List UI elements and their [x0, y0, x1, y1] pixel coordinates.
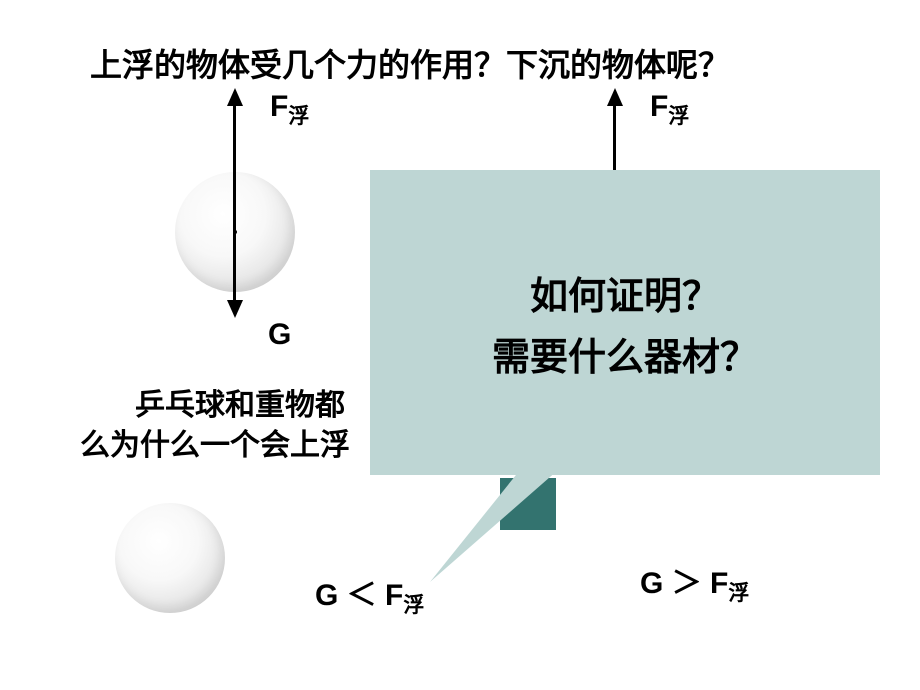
left-inequality: G ＜ F浮 [315, 570, 424, 619]
bottom-ball [115, 503, 225, 613]
right-inequality: G ＞ F浮 [640, 558, 749, 607]
